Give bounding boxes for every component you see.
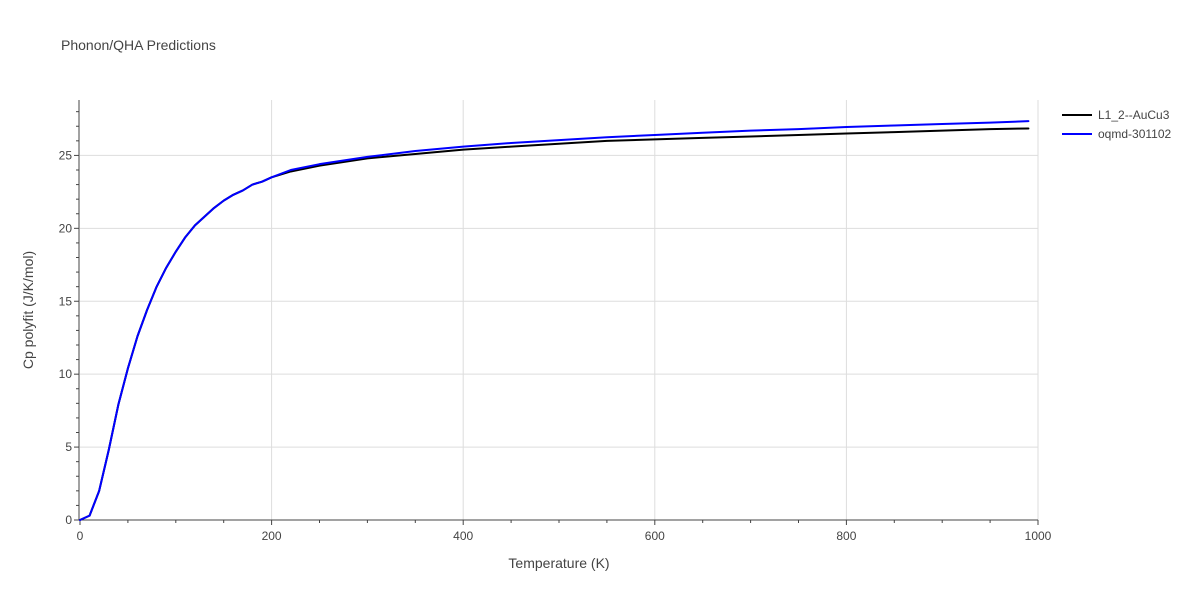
series [79, 120, 1030, 521]
x-tick-label: 1000 [1025, 529, 1052, 543]
grid [80, 100, 1039, 520]
legend[interactable]: L1_2--AuCu3 oqmd-301102 [1062, 108, 1171, 141]
x-tick-label: 0 [77, 529, 84, 543]
x-axis-title: Temperature (K) [508, 555, 609, 571]
series-line-1 [79, 120, 1030, 521]
x-tick-label: 800 [836, 529, 856, 543]
y-tick-label: 20 [59, 221, 73, 235]
y-tick-label: 15 [59, 294, 73, 308]
chart-title: Phonon/QHA Predictions [61, 37, 216, 53]
y-tick-label: 0 [65, 513, 72, 527]
legend-label: oqmd-301102 [1098, 127, 1171, 141]
y-axis-title: Cp polyfit (J/K/mol) [20, 251, 36, 369]
legend-item[interactable]: oqmd-301102 [1062, 127, 1171, 141]
y-tick-label: 25 [59, 148, 73, 162]
x-tick-label: 600 [645, 529, 665, 543]
axes: 0 200 400 600 800 1000 0 5 10 15 20 25 [59, 100, 1052, 543]
legend-item[interactable]: L1_2--AuCu3 [1062, 108, 1170, 122]
series-line-0 [79, 127, 1030, 521]
x-tick-label: 400 [453, 529, 473, 543]
y-tick-label: 5 [65, 440, 72, 454]
y-tick-label: 10 [59, 367, 73, 381]
legend-label: L1_2--AuCu3 [1098, 108, 1170, 122]
x-tick-label: 200 [262, 529, 282, 543]
